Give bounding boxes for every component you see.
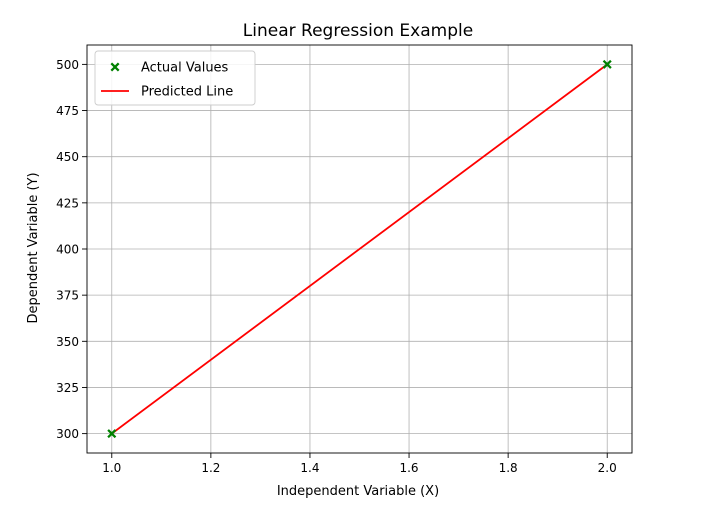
axes-layer: 1.0 1.2 1.4 1.6 1.8 2.0 300 325 350 375 400 425 450 4… bbox=[56, 44, 633, 475]
legend-label: Actual Values bbox=[141, 61, 229, 76]
legend-label: Predicted Line bbox=[141, 85, 233, 100]
y-tick-label: 475 bbox=[56, 104, 79, 118]
x-tick-label: 1.6 bbox=[399, 461, 418, 475]
legend-scatter-marker bbox=[110, 62, 120, 72]
y-tick-label: 350 bbox=[56, 335, 79, 349]
y-tick-label: 500 bbox=[56, 58, 79, 72]
x-tick-label: 1.0 bbox=[102, 461, 121, 475]
legend: Actual Values Predicted Line bbox=[94, 50, 256, 106]
x-tick-label: 1.4 bbox=[300, 461, 319, 475]
actual-value-point bbox=[602, 59, 612, 69]
grid-layer bbox=[87, 45, 632, 453]
y-axis-label: Dependent Variable (Y) bbox=[26, 172, 41, 323]
y-tick-label: 425 bbox=[56, 196, 79, 210]
series-layer bbox=[107, 59, 612, 439]
chart-title: Linear Regression Example bbox=[243, 21, 473, 41]
actual-value-point bbox=[107, 429, 117, 439]
x-axis-label: Independent Variable (X) bbox=[277, 484, 439, 499]
y-tick-label: 400 bbox=[56, 243, 79, 257]
x-tick-label: 2.0 bbox=[598, 461, 617, 475]
y-tick-label: 450 bbox=[56, 150, 79, 164]
y-tick-label: 325 bbox=[56, 381, 79, 395]
y-tick-label: 375 bbox=[56, 289, 79, 303]
legend-box bbox=[94, 50, 256, 106]
predicted-line bbox=[111, 63, 608, 435]
x-tick-label: 1.2 bbox=[201, 461, 220, 475]
x-tick-label: 1.8 bbox=[499, 461, 518, 475]
y-tick-label: 300 bbox=[56, 427, 79, 441]
